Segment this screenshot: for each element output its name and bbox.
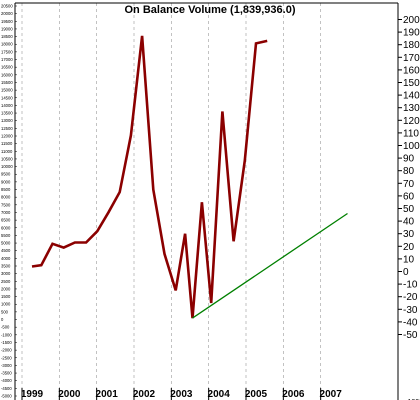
right-axis-tick-label: 30 bbox=[403, 229, 415, 240]
trendline bbox=[192, 212, 348, 319]
left-axis-tick-label: 9000 bbox=[1, 179, 11, 184]
left-axis-tick-label: -500 bbox=[1, 325, 10, 330]
left-axis-tick-label: 4000 bbox=[1, 256, 11, 261]
right-axis-labels: 2001901801701601501401301201101009080706… bbox=[398, 15, 420, 341]
left-axis-tick-label: 14000 bbox=[1, 103, 13, 108]
left-axis-tick-label: 12500 bbox=[1, 126, 13, 131]
x-axis-tick-label: 2002 bbox=[133, 389, 156, 400]
left-axis-tick-label: 17000 bbox=[1, 57, 13, 62]
x-axis-tick-label: 2006 bbox=[282, 389, 305, 400]
right-axis-tick-label: 10 bbox=[403, 254, 415, 265]
left-axis-tick-label: 6500 bbox=[1, 218, 11, 223]
left-axis-tick-label: -2500 bbox=[1, 355, 12, 360]
right-axis-tick-label: 0 bbox=[403, 267, 409, 278]
left-axis-tick-label: 20500 bbox=[1, 4, 13, 9]
x-axis-tick-label: 1999 bbox=[21, 389, 44, 400]
x-axis-tick-label: 2005 bbox=[245, 389, 268, 400]
left-axis-tick-label: 3500 bbox=[1, 264, 11, 269]
right-axis-tick-label: -40 bbox=[403, 317, 418, 328]
x-axis-tick-label: 2000 bbox=[58, 389, 81, 400]
grid bbox=[21, 3, 321, 400]
series bbox=[31, 35, 348, 319]
x-axis-tick-label: 2001 bbox=[96, 389, 119, 400]
left-axis-tick-label: -3000 bbox=[1, 363, 12, 368]
right-axis-tick-label: 40 bbox=[403, 217, 415, 228]
right-axis-tick-label: 80 bbox=[403, 166, 415, 177]
right-axis-tick-label: 100 bbox=[403, 141, 420, 152]
right-axis-tick-label: 170 bbox=[403, 53, 420, 64]
right-axis-tick-label: 130 bbox=[403, 103, 420, 114]
left-axis-tick-label: 8500 bbox=[1, 187, 11, 192]
right-axis-tick-label: 150 bbox=[403, 78, 420, 89]
right-axis-tick-label: 90 bbox=[403, 154, 415, 165]
left-axis-tick-label: 19000 bbox=[1, 26, 13, 31]
left-axis-tick-label: 10500 bbox=[1, 156, 13, 161]
right-axis-tick-label: 70 bbox=[403, 179, 415, 190]
x-axis-tick-label: 2007 bbox=[320, 389, 343, 400]
left-axis-tick-label: 15500 bbox=[1, 80, 13, 85]
left-axis-tick-label: 500 bbox=[1, 309, 9, 314]
left-axis-tick-label: -1000 bbox=[1, 332, 12, 337]
left-axis-tick-label: -4500 bbox=[1, 386, 12, 391]
left-axis-tick-label: 10000 bbox=[1, 164, 13, 169]
x-axis-tick-label: 2003 bbox=[170, 389, 193, 400]
left-axis-tick-label: 15000 bbox=[1, 88, 13, 93]
right-axis-tick-label: 110 bbox=[403, 128, 419, 139]
left-axis-tick-label: 8000 bbox=[1, 195, 11, 200]
left-axis-tick-label: 1500 bbox=[1, 294, 11, 299]
left-axis-tick-label: 14500 bbox=[1, 95, 13, 100]
left-axis-tick-label: 13000 bbox=[1, 118, 13, 123]
left-axis-tick-label: 0 bbox=[1, 317, 4, 322]
left-axis-tick-label: 2000 bbox=[1, 286, 11, 291]
right-axis-tick-label: 140 bbox=[403, 91, 420, 102]
left-axis-tick-label: -3500 bbox=[1, 371, 12, 376]
left-axis-tick-label: 11500 bbox=[1, 141, 13, 146]
left-axis-tick-label: 16000 bbox=[1, 72, 13, 77]
right-axis-tick-label: -10 bbox=[403, 280, 418, 291]
left-axis-tick-label: -4000 bbox=[1, 378, 12, 383]
left-axis-tick-label: 20000 bbox=[1, 11, 13, 16]
left-axis-tick-label: 2500 bbox=[1, 279, 11, 284]
left-axis-tick-label: 19500 bbox=[1, 19, 13, 24]
left-axis-tick-label: 16500 bbox=[1, 65, 13, 70]
left-axis-tick-label: 11000 bbox=[1, 149, 13, 154]
right-axis-tick-label: 20 bbox=[403, 242, 415, 253]
left-axis-tick-label: 6000 bbox=[1, 225, 11, 230]
left-axis-labels: 2050020000195001900018500180001750017000… bbox=[1, 4, 17, 399]
chart-title: On Balance Volume (1,839,936.0) bbox=[125, 4, 296, 16]
left-axis-tick-label: 7000 bbox=[1, 210, 11, 215]
right-axis-tick-label: 200 bbox=[403, 15, 420, 26]
left-axis-tick-label: -5000 bbox=[1, 394, 12, 399]
right-axis-tick-label: 160 bbox=[403, 65, 420, 76]
obv-series-line bbox=[31, 35, 268, 319]
left-axis-tick-label: 17500 bbox=[1, 49, 13, 54]
right-axis-tick-label: 120 bbox=[403, 116, 420, 127]
right-axis-tick-label: -20 bbox=[403, 292, 418, 303]
right-axis-tick-label: 190 bbox=[403, 28, 420, 39]
left-axis-tick-label: 12000 bbox=[1, 134, 13, 139]
left-axis-tick-label: 18500 bbox=[1, 34, 13, 39]
x-axis-labels: 1999 2000 2001 2002 2003 2004 2005 2006 2007 bbox=[21, 388, 342, 400]
left-axis-tick-label: 5500 bbox=[1, 233, 11, 238]
x-axis-tick-label: 2004 bbox=[208, 389, 231, 400]
right-axis-tick-label: 60 bbox=[403, 191, 415, 202]
left-axis-tick-label: 3000 bbox=[1, 271, 11, 276]
left-axis-tick-label: 9500 bbox=[1, 172, 11, 177]
left-axis-tick-label: 5000 bbox=[1, 241, 11, 246]
right-axis-tick-label: 180 bbox=[403, 40, 420, 51]
left-axis-tick-label: 1000 bbox=[1, 302, 11, 307]
left-axis-tick-label: 4500 bbox=[1, 248, 11, 253]
left-axis-tick-label: -1500 bbox=[1, 340, 12, 345]
left-axis-tick-label: -2000 bbox=[1, 348, 12, 353]
left-axis-tick-label: 13500 bbox=[1, 111, 13, 116]
left-axis-tick-label: 18000 bbox=[1, 42, 13, 47]
left-axis-tick-label: 7500 bbox=[1, 202, 11, 207]
right-axis-tick-label: 50 bbox=[403, 204, 415, 215]
right-axis-tick-label: -50 bbox=[403, 330, 418, 341]
right-axis-tick-label: -30 bbox=[403, 305, 418, 316]
